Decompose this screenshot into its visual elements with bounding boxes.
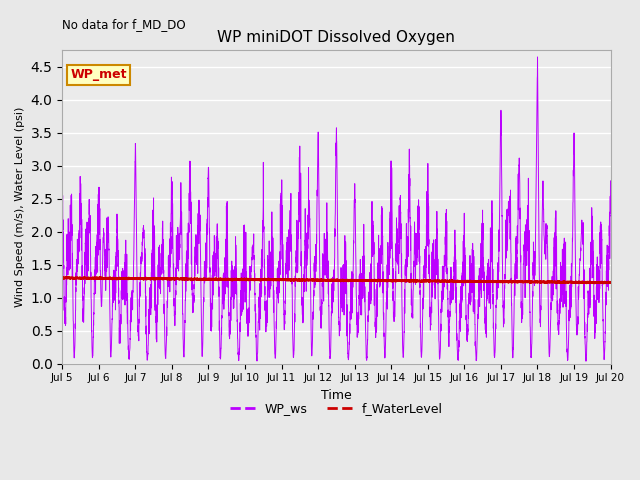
X-axis label: Time: Time — [321, 389, 352, 402]
Text: WP_met: WP_met — [70, 68, 127, 82]
Title: WP miniDOT Dissolved Oxygen: WP miniDOT Dissolved Oxygen — [218, 30, 455, 45]
Legend: WP_ws, f_WaterLevel: WP_ws, f_WaterLevel — [225, 397, 448, 420]
Y-axis label: Wind Speed (m/s), Water Level (psi): Wind Speed (m/s), Water Level (psi) — [15, 107, 25, 307]
Text: No data for f_MD_DO: No data for f_MD_DO — [62, 18, 186, 31]
